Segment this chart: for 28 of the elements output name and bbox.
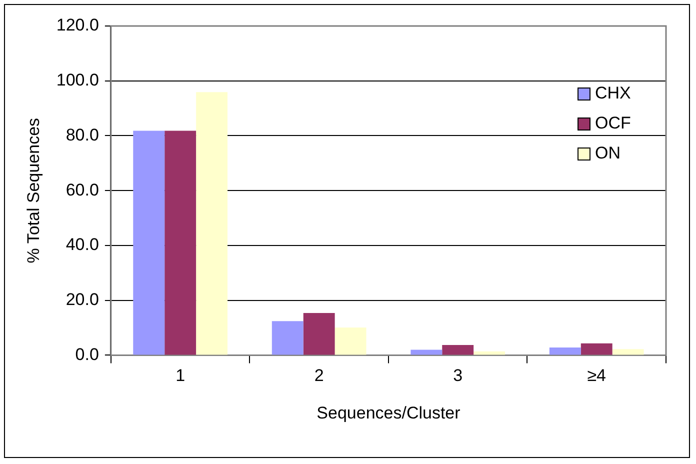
y-tick-label: 80.0 <box>66 125 99 144</box>
bar <box>410 350 442 355</box>
legend-label: ON <box>595 144 620 163</box>
y-tick-label: 40.0 <box>66 235 99 254</box>
y-tick-label: 20.0 <box>66 290 99 310</box>
bar <box>164 130 196 355</box>
x-tick-label: ≥4 <box>587 366 606 386</box>
bar <box>303 312 335 355</box>
bar <box>474 351 506 355</box>
bar <box>612 349 644 355</box>
bar <box>549 348 581 355</box>
legend-label: OCF <box>595 114 631 133</box>
y-tick-label: 60.0 <box>66 180 99 200</box>
y-tick-label: 0.0 <box>75 344 99 364</box>
bar <box>334 327 366 355</box>
y-tick-label: 100.0 <box>56 70 99 90</box>
x-tick-label: 2 <box>314 366 324 386</box>
bar <box>442 345 474 355</box>
y-axis-title: % Total Sequences <box>24 118 43 264</box>
x-axis-title: Sequences/Cluster <box>316 403 461 422</box>
bar <box>580 343 612 355</box>
x-tick-label: 1 <box>176 366 186 386</box>
legend-label: CHX <box>595 84 631 103</box>
y-tick-label: 120.0 <box>56 16 99 35</box>
bar <box>272 321 304 355</box>
bar <box>133 130 165 355</box>
bar <box>196 92 228 355</box>
x-tick-label: 3 <box>453 366 463 386</box>
